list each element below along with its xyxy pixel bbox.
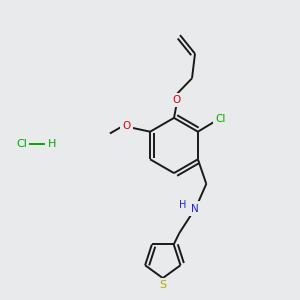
Text: Cl: Cl <box>215 114 226 124</box>
Text: H: H <box>179 200 187 211</box>
Text: S: S <box>159 280 167 290</box>
Text: O: O <box>123 121 131 131</box>
Text: Cl: Cl <box>16 139 27 149</box>
Text: N: N <box>191 203 199 214</box>
Text: H: H <box>48 139 56 149</box>
Text: O: O <box>172 95 181 105</box>
